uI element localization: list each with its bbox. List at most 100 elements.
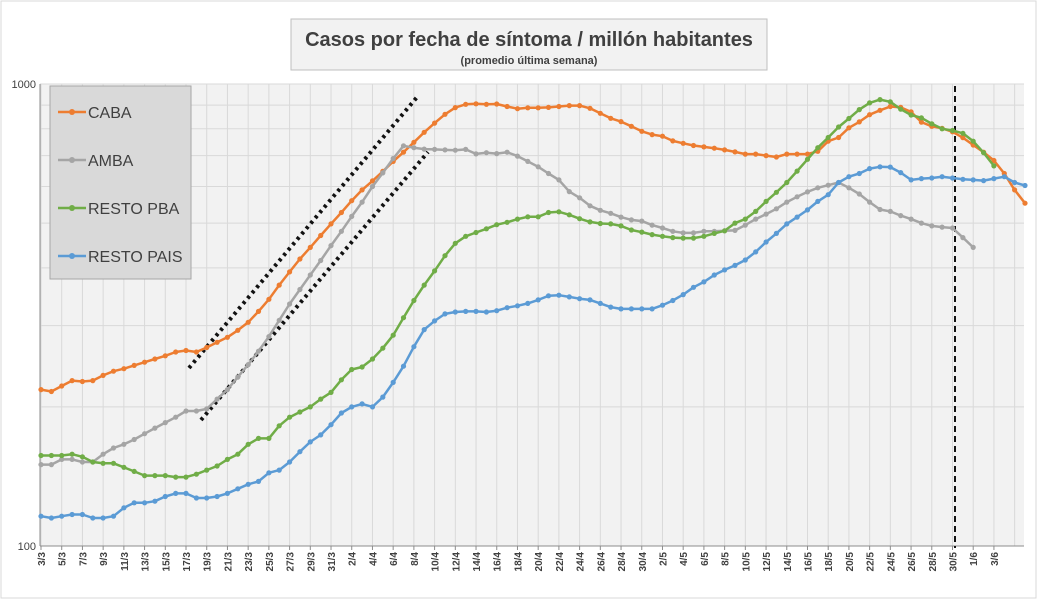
x-tick-label: 21/3 xyxy=(223,552,234,572)
data-point xyxy=(742,257,748,263)
data-point xyxy=(193,471,199,477)
data-point xyxy=(266,435,272,441)
data-point xyxy=(1012,187,1018,193)
data-point xyxy=(649,306,655,312)
data-point xyxy=(908,177,914,183)
data-point xyxy=(504,103,510,110)
data-point xyxy=(142,473,148,479)
legend-swatch-marker xyxy=(69,253,75,259)
data-point xyxy=(411,145,417,151)
data-point xyxy=(867,199,873,205)
data-point xyxy=(79,454,85,460)
data-point xyxy=(908,112,914,118)
data-point xyxy=(369,183,376,190)
data-point xyxy=(152,425,158,431)
data-point xyxy=(442,111,448,117)
data-point xyxy=(297,449,303,455)
data-point xyxy=(48,452,55,459)
data-point xyxy=(815,145,821,151)
x-tick-label: 14/4 xyxy=(472,552,483,572)
data-point xyxy=(960,235,966,241)
data-point xyxy=(639,128,645,134)
data-point xyxy=(110,368,117,374)
data-point xyxy=(1012,179,1018,186)
data-point xyxy=(556,292,562,298)
data-point xyxy=(193,408,199,414)
data-point xyxy=(463,233,469,239)
data-point xyxy=(918,119,925,125)
data-point xyxy=(266,296,272,302)
data-point xyxy=(100,515,106,521)
chart-title: Casos por fecha de síntoma / millón habi… xyxy=(305,29,753,51)
data-point xyxy=(608,115,614,121)
data-point xyxy=(421,327,427,333)
data-point xyxy=(162,493,168,500)
data-point xyxy=(110,460,117,466)
x-tick-label: 28/5 xyxy=(928,552,939,572)
data-point xyxy=(929,175,935,181)
data-point xyxy=(359,401,365,407)
data-point xyxy=(545,209,552,216)
data-point xyxy=(846,115,852,122)
data-point xyxy=(877,107,883,113)
data-point xyxy=(577,216,583,222)
data-point xyxy=(836,134,842,141)
legend-label: CABA xyxy=(88,105,132,122)
data-point xyxy=(514,216,521,222)
data-point xyxy=(877,97,883,103)
data-point xyxy=(235,451,241,457)
data-point xyxy=(318,432,324,438)
data-point xyxy=(535,214,541,220)
data-point xyxy=(400,149,407,155)
data-point xyxy=(245,441,251,447)
data-point xyxy=(287,269,293,275)
data-point xyxy=(535,297,541,303)
data-point xyxy=(100,451,106,457)
x-tick-label: 23/3 xyxy=(244,552,255,572)
data-point xyxy=(918,220,925,226)
data-point xyxy=(38,513,44,519)
data-point xyxy=(898,213,904,219)
data-point xyxy=(618,119,624,125)
x-tick-label: 16/5 xyxy=(803,552,814,572)
data-point xyxy=(732,227,738,233)
data-point xyxy=(670,297,676,304)
data-point xyxy=(59,452,65,459)
data-point xyxy=(794,194,800,200)
data-point xyxy=(235,374,241,380)
data-point xyxy=(69,378,75,384)
data-point xyxy=(276,423,282,429)
x-tick-label: 14/5 xyxy=(783,552,794,572)
data-point xyxy=(680,140,686,146)
data-point xyxy=(836,124,842,130)
data-point xyxy=(732,220,738,226)
data-point xyxy=(380,394,386,400)
legend-label: RESTO PBA xyxy=(88,201,180,218)
data-point xyxy=(162,473,168,479)
data-point xyxy=(328,422,334,428)
legend-item: RESTO PAIS xyxy=(58,249,183,266)
data-point xyxy=(773,230,780,236)
data-point xyxy=(825,182,831,188)
data-point xyxy=(110,513,117,519)
data-point xyxy=(970,244,976,250)
y-tick-label: 1000 xyxy=(12,79,36,91)
data-point xyxy=(152,473,158,479)
data-point xyxy=(307,272,313,278)
data-point xyxy=(587,297,593,303)
x-tick-label: 22/5 xyxy=(866,552,877,572)
x-tick-label: 27/3 xyxy=(286,552,297,572)
x-tick-label: 13/3 xyxy=(141,552,152,572)
data-point xyxy=(214,493,220,500)
data-point xyxy=(732,262,738,268)
data-point xyxy=(939,126,945,132)
data-point xyxy=(867,100,873,106)
data-point xyxy=(701,233,707,239)
data-point xyxy=(142,359,148,365)
data-point xyxy=(970,177,976,183)
x-tick-label: 8/4 xyxy=(410,552,421,566)
data-point xyxy=(701,144,707,150)
legend-swatch-marker xyxy=(69,157,75,163)
data-point xyxy=(566,103,572,109)
